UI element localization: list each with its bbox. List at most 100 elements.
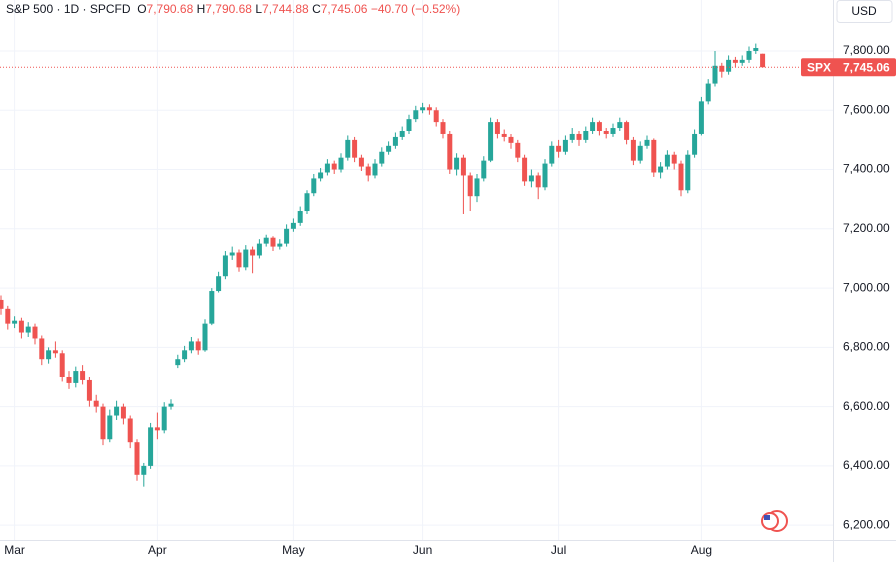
candle-body — [719, 65, 725, 72]
candle-body — [522, 157, 528, 182]
candle-body — [168, 403, 174, 407]
candle-body — [277, 243, 283, 247]
candle-body — [535, 175, 541, 188]
candle-body — [386, 145, 392, 152]
ohlc-key: H — [196, 2, 206, 16]
y-tick-label: 7,200.00 — [843, 221, 890, 235]
candle-body — [46, 350, 52, 360]
candle-body — [161, 406, 167, 431]
candle-body — [501, 133, 507, 137]
candle-body — [698, 101, 704, 134]
candle-body — [324, 163, 330, 173]
candle-body — [141, 465, 147, 475]
y-tick-label: 6,600.00 — [843, 399, 890, 413]
x-tick-label: Jun — [413, 543, 432, 557]
candle-body — [352, 139, 358, 158]
candle-body — [243, 249, 249, 268]
candle-body — [590, 122, 596, 131]
last-price-tag — [801, 58, 896, 77]
candle-body — [86, 379, 92, 401]
candle-body — [0, 299, 4, 309]
candle-body — [746, 50, 752, 60]
candle-body — [39, 338, 45, 360]
candle-body — [5, 308, 11, 324]
candle-body — [664, 154, 670, 167]
candle-body — [447, 133, 453, 170]
candle-body — [297, 211, 303, 223]
candle-body — [644, 139, 650, 146]
candle-body — [379, 151, 385, 164]
candle-body — [420, 107, 426, 111]
candle-body — [52, 350, 58, 354]
ohlc-key: L — [255, 2, 263, 16]
candle-body — [236, 252, 242, 268]
candle-body — [617, 122, 623, 129]
candle-body — [365, 166, 371, 176]
y-tick-label: 7,600.00 — [843, 102, 890, 116]
candle-body — [318, 172, 324, 179]
candle-body — [685, 154, 691, 191]
candle-body — [154, 427, 160, 431]
candle-body — [549, 145, 555, 164]
candle-body — [630, 139, 636, 161]
candle-body — [290, 222, 296, 229]
candle-body — [603, 130, 609, 134]
x-tick-label: Apr — [148, 543, 167, 557]
candle-body — [637, 145, 643, 161]
candle-body — [188, 341, 194, 351]
candle-body — [488, 122, 494, 161]
candle-body — [222, 255, 228, 277]
candle-body — [229, 252, 235, 256]
candle-body — [596, 122, 602, 131]
candle-body — [202, 323, 208, 351]
candle-body — [508, 136, 514, 143]
x-tick-label: Jul — [551, 543, 566, 557]
candle-body — [100, 406, 106, 440]
candle-body — [18, 320, 24, 333]
y-tick-label: 7,400.00 — [843, 162, 890, 176]
candle-body — [583, 130, 589, 140]
y-tick-label: 7,000.00 — [843, 280, 890, 294]
candle-body — [651, 139, 657, 173]
candle-body — [624, 122, 630, 140]
candle-body — [712, 65, 718, 84]
ohlc-value: 7,745.06 — [320, 2, 368, 16]
candle-body — [692, 133, 698, 155]
candle-body — [12, 320, 18, 324]
ohlc-value: 7,790.68 — [146, 2, 194, 16]
y-tick-label: 6,400.00 — [843, 458, 890, 472]
x-tick-label: Aug — [691, 543, 712, 557]
candle-body — [406, 119, 412, 131]
candle-body — [148, 427, 154, 466]
candle-body — [195, 341, 201, 351]
last-price-symbol: SPX — [807, 60, 831, 74]
candle-body — [216, 276, 222, 292]
candle-body — [134, 442, 140, 475]
x-tick-label: May — [282, 543, 305, 557]
candle-body — [284, 228, 290, 244]
y-tick-label: 6,800.00 — [843, 340, 890, 354]
candle-body — [556, 145, 562, 152]
candle-body — [358, 157, 364, 167]
change: −40.70 (−0.52%) — [370, 2, 461, 16]
candle-body — [392, 136, 398, 146]
candle-body — [107, 415, 113, 440]
flag-canton — [764, 515, 770, 520]
candle-body — [726, 59, 732, 72]
candle-body — [413, 110, 419, 120]
candle-body — [25, 326, 31, 333]
candle-body — [760, 53, 766, 68]
candle-body — [338, 157, 344, 170]
candle-body — [175, 359, 181, 366]
candle-body — [399, 130, 405, 137]
candle-body — [93, 400, 99, 407]
candle-body — [250, 249, 256, 256]
candle-body — [732, 59, 738, 63]
candle-body — [542, 163, 548, 188]
ohlc-key: C — [312, 2, 321, 16]
candle-body — [433, 110, 439, 123]
candle-body — [182, 350, 188, 360]
candle-body — [59, 353, 65, 377]
